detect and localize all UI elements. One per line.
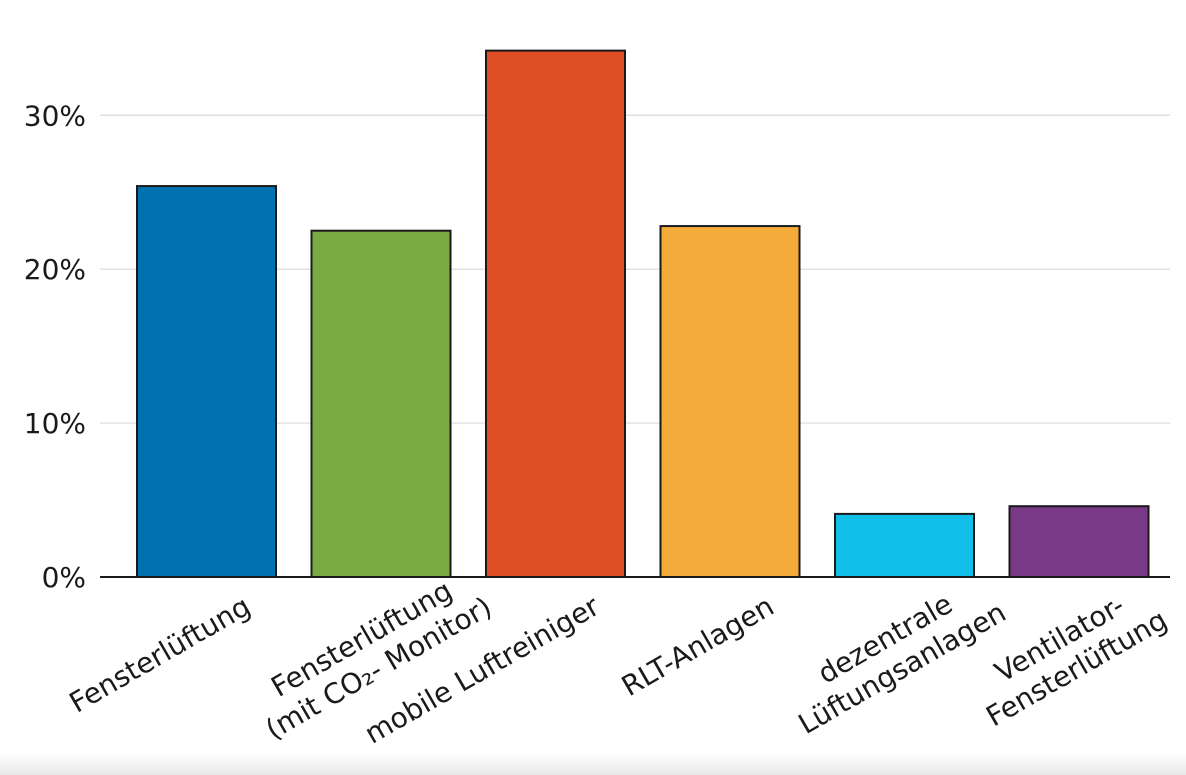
y-tick-label-10: 10% bbox=[24, 407, 86, 440]
bar-3 bbox=[659, 225, 801, 579]
y-tick-label-30: 30% bbox=[24, 99, 86, 132]
bottom-fade-decoration bbox=[0, 753, 1186, 775]
bar-0 bbox=[136, 185, 277, 578]
bar-5 bbox=[1008, 505, 1150, 579]
category-label-group-0: Fensterlüftung bbox=[64, 589, 256, 719]
x-axis-category-labels: Fensterlüftung Fensterlüftung(mit CO₂- Mo… bbox=[64, 574, 1173, 751]
bar-4 bbox=[834, 512, 975, 578]
bars bbox=[136, 49, 1150, 579]
category-label-group-3: RLT-Anlagen bbox=[616, 589, 780, 702]
bar-2 bbox=[485, 49, 626, 579]
gridlines bbox=[100, 114, 1170, 424]
category-label-0-0: Fensterlüftung bbox=[64, 589, 256, 719]
bar-1 bbox=[310, 229, 452, 578]
y-tick-label-20: 20% bbox=[24, 253, 86, 286]
y-tick-label-0: 0% bbox=[42, 561, 86, 594]
category-label-3-0: RLT-Anlagen bbox=[616, 589, 780, 702]
y-axis-tick-labels: 0% 10% 20% 30% bbox=[24, 99, 86, 594]
